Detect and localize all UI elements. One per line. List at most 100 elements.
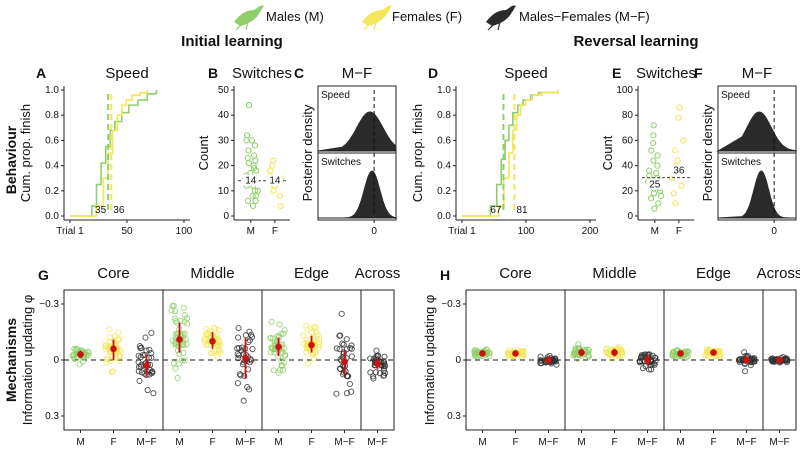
density-label-speed: Speed: [721, 90, 750, 101]
y-tick-label: 60: [622, 135, 634, 146]
axes-b: 0 10 20 30 40 50 M F: [218, 85, 290, 237]
y-tick-label: 0.3: [45, 411, 59, 422]
median-label-f: 36: [673, 166, 685, 177]
data-point: [348, 342, 355, 349]
data-point: [103, 355, 110, 362]
data-point-f: [678, 182, 685, 189]
x-tick-label-m: M: [247, 226, 255, 237]
y-tick-label: 0: [53, 355, 59, 366]
y-tick-label: 40: [218, 110, 230, 121]
legend-label-males: Males (M): [266, 9, 324, 24]
y-tick-label: 20: [218, 161, 230, 172]
data-point-f: [671, 147, 679, 154]
data-point: [215, 327, 223, 334]
y-tick-label: 0.8: [45, 110, 59, 121]
panel-letter-g: G: [38, 267, 49, 283]
panel-d: D Speed 0.0 0.2 0.4 0.6 0.8 1.0 Trial 1 100 200 Cum…: [410, 65, 599, 237]
data-point-f: [674, 157, 681, 164]
data-point: [246, 359, 253, 366]
density-curve-switches: [717, 170, 796, 219]
y-tick-label: 40: [622, 161, 634, 172]
data-point: [651, 354, 658, 361]
data-point: [268, 318, 275, 325]
data-point: [340, 341, 347, 348]
median-label-f: 14: [269, 176, 281, 187]
x-tick-label: F: [110, 437, 116, 448]
data-point: [184, 315, 191, 322]
mean-point: [743, 356, 750, 364]
data-point: [337, 332, 344, 339]
data-point-m: [647, 195, 655, 202]
x-tick-label: M−F: [235, 437, 255, 448]
data-point: [705, 353, 712, 360]
y-tick-label: 0.8: [437, 110, 451, 121]
data-point: [279, 362, 286, 369]
panel-title-c: M−F: [342, 65, 372, 82]
data-point: [245, 386, 253, 393]
x-tick-label: M: [175, 437, 183, 448]
legend: Males (M) Females (F) Males−Females (M−F…: [234, 5, 650, 31]
density-curve-speed: [317, 111, 397, 152]
data-point: [280, 366, 287, 373]
data-point: [471, 347, 478, 354]
data-point-f: [672, 200, 679, 207]
data-point-f: [277, 202, 284, 210]
mean-point: [545, 356, 552, 364]
data-point: [148, 350, 155, 357]
data-point-m: [245, 102, 253, 109]
data-point: [337, 365, 344, 373]
data-point: [137, 345, 144, 352]
data-point: [203, 330, 210, 338]
data-point: [333, 345, 340, 352]
y-tick-label: 0.0: [437, 211, 451, 222]
legend-item-diff: Males−Females (M−F): [486, 5, 650, 31]
data-point: [372, 369, 379, 376]
group-title-core: Core: [499, 265, 532, 282]
panel-letter-b: B: [208, 65, 218, 81]
data-point: [150, 390, 157, 397]
x-tick-label-f: F: [272, 226, 278, 237]
data-point: [570, 352, 577, 359]
group-title-edge: Edge: [294, 265, 329, 282]
data-point: [241, 372, 248, 379]
y-axis-label: Posterior density: [700, 104, 715, 201]
data-point-m: [252, 192, 260, 199]
median-label-bg: [242, 174, 259, 186]
x-tick-label: M−F: [136, 437, 156, 448]
median-label-bg: [646, 178, 663, 190]
data-point: [210, 324, 217, 331]
data-point: [235, 334, 242, 341]
mean-point: [512, 350, 519, 357]
data-point: [609, 356, 616, 363]
x-tick-label: M−F: [769, 437, 789, 448]
group-title-across: Across: [355, 265, 401, 282]
data-point: [348, 353, 355, 360]
x-tick-label-m: M: [651, 226, 659, 237]
data-point-m: [654, 152, 661, 159]
data-point-f: [270, 187, 277, 194]
x-tick-label: 100: [518, 226, 535, 237]
x-tick-label: M: [274, 437, 282, 448]
data-point-f: [266, 167, 274, 174]
density-label-switches: Switches: [721, 157, 761, 168]
x-tick-label: M−F: [367, 437, 387, 448]
data-point: [236, 352, 243, 359]
data-point: [381, 353, 388, 360]
axes-e: 0 20 40 60 80 100 M F: [616, 85, 694, 237]
y-tick-label: 0: [627, 211, 633, 222]
data-point: [310, 323, 318, 330]
data-point-f: [680, 137, 687, 144]
y-tick-label: 0.4: [437, 161, 451, 172]
data-point: [783, 356, 790, 363]
y-tick-label: 0.4: [45, 161, 59, 172]
data-point: [175, 360, 183, 367]
data-point-m: [650, 139, 657, 147]
axes-d: 0.0 0.2 0.4 0.6 0.8 1.0 Trial 1 100 200: [437, 85, 599, 237]
data-point: [170, 360, 177, 367]
panel-a: A Speed 0.0 0.2 0.4 0.6 0.8 1.0 Trial 1 50 100 Cum.…: [18, 65, 193, 237]
data-point: [651, 361, 658, 368]
data-point: [310, 355, 317, 362]
data-point: [135, 352, 142, 359]
x-tick-label: 0: [771, 226, 777, 237]
data-point: [639, 365, 647, 372]
